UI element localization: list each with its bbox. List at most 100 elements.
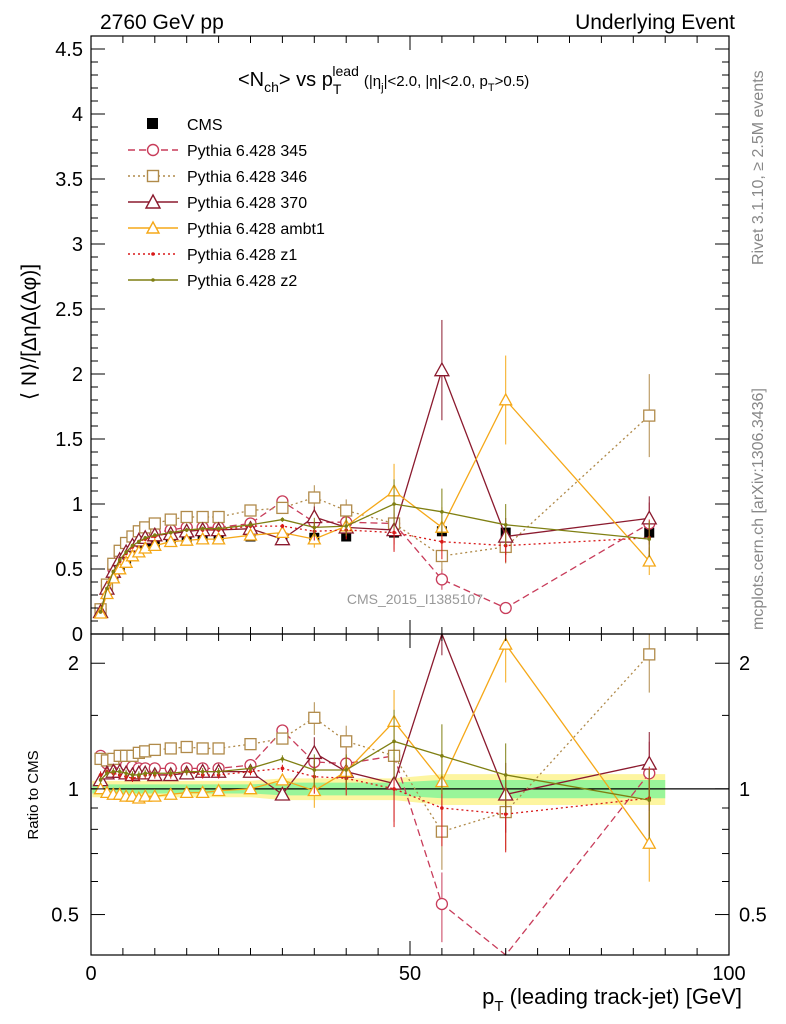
series-point-z2-main — [647, 537, 652, 541]
legend-marker-z1 — [151, 252, 155, 256]
series-point-z2-ratio — [105, 771, 109, 776]
ratio-y-tick-label: 0.5 — [51, 905, 79, 927]
series-point-z2-ratio — [312, 768, 317, 772]
series-point-z2-main — [216, 526, 221, 531]
title-cuts-sub: j — [380, 82, 383, 94]
series-point-z2-ratio — [184, 769, 189, 774]
header-right: Underlying Event — [575, 11, 735, 34]
series-point-z2-main — [143, 536, 148, 540]
series-point-z2-ratio — [216, 769, 221, 774]
series-point-z1-ratio — [503, 812, 508, 816]
series-point-p346-ratio — [276, 732, 289, 745]
series-point-ambt1-main — [211, 531, 226, 545]
main-y-tick-label: 1.5 — [55, 429, 83, 451]
legend-label-ambt1: Pythia 6.428 ambt1 — [187, 221, 325, 238]
series-point-p346-ratio — [196, 742, 209, 755]
series-point-ambt1-main — [163, 534, 178, 548]
series-point-z2-main — [344, 524, 349, 528]
legend-marker-p346 — [146, 169, 160, 183]
series-point-ambt1-main — [179, 533, 194, 546]
axis-ticks: 0 0.5 1 1.5 2 2.5 3 3.5 4 4.5 0 50 100 0.5 0.5 1 1 2 2 — [51, 36, 767, 985]
series-point-p346-main — [164, 513, 177, 526]
ratio-y-tick-label: 2 — [68, 653, 79, 675]
plot-title: <Nch> vs pTlead(|ηj|<2.0, |η|<2.0, pT>0.… — [238, 63, 529, 97]
x-label-sub: T — [494, 998, 503, 1015]
series-point-z2-ratio — [143, 771, 148, 776]
x-label-p: p — [482, 984, 494, 1009]
legend-marker-cms — [147, 118, 158, 129]
series-point-z2-ratio — [137, 773, 141, 777]
series-point-z2-main — [440, 510, 444, 514]
series-point-z2-ratio — [117, 769, 122, 774]
x-tick-label: 0 — [85, 963, 96, 985]
series-point-ambt1-ratio — [163, 787, 178, 800]
series-point-p346-ratio — [643, 648, 656, 661]
title-cuts: (|η — [364, 73, 381, 90]
series-point-p346-main — [308, 491, 321, 504]
series-point-z2-ratio — [248, 766, 253, 771]
series-point-z2-main — [98, 610, 103, 614]
series-point-ambt1-main — [118, 555, 134, 568]
series-point-z1-main — [503, 543, 508, 548]
main-y-tick-label: 2.5 — [55, 299, 83, 321]
series-point-p345-main — [499, 601, 512, 615]
series-point-p370-ratio — [274, 786, 291, 801]
series-point-z2-ratio — [153, 771, 157, 776]
series-point-z2-ratio — [280, 757, 285, 761]
series-point-z2-main — [503, 523, 508, 527]
series-point-p346-main — [180, 510, 193, 524]
series-point-ambt1-main — [243, 527, 258, 541]
series-point-z2-main — [153, 533, 157, 537]
series-point-p370-main — [433, 361, 451, 377]
legend-marker-z2 — [151, 278, 155, 282]
ratio-y-tick-label-right: 0.5 — [739, 905, 767, 927]
series-point-z2-main — [392, 502, 396, 506]
title-cuts-mid: |<2.0, |η|<2.0, p — [384, 73, 488, 90]
series-point-ambt1-ratio — [243, 781, 258, 795]
series-point-p346-main — [276, 501, 289, 515]
main-y-tick-label: 3 — [72, 234, 83, 256]
legend-label-p370: Pythia 6.428 370 — [187, 195, 307, 212]
series-point-ambt1-ratio — [642, 836, 657, 849]
x-tick-label: 50 — [399, 963, 421, 985]
series-point-z2-main — [280, 517, 285, 522]
series-point-p346-main — [643, 409, 656, 422]
series-point-ambt1-main — [498, 392, 513, 406]
title-quantity: <N — [238, 69, 264, 91]
series-point-z2-main — [184, 528, 189, 532]
title-p-sub: T — [333, 81, 342, 97]
ratio-panel-data — [92, 632, 658, 956]
series-point-ambt1-ratio — [498, 636, 513, 650]
series-point-p346-ratio — [180, 740, 193, 754]
series-point-z1-main — [440, 539, 444, 544]
series-point-ambt1-main — [112, 561, 127, 575]
series-point-z2-main — [137, 539, 141, 544]
series-point-ambt1-ratio — [147, 788, 162, 802]
main-y-tick-label: 1 — [72, 494, 83, 516]
legend-label-p345: Pythia 6.428 345 — [187, 143, 307, 160]
series-point-p346-ratio — [164, 742, 177, 755]
main-y-axis-label: ⟨ N⟩/[ΔηΔ(Δφ)] — [18, 264, 41, 400]
series-point-z2-ratio — [344, 768, 349, 772]
main-panel-data — [92, 319, 658, 619]
series-point-z1-ratio — [392, 787, 396, 791]
analysis-watermark: CMS_2015_I1385107 — [347, 591, 483, 607]
legend-label-z1: Pythia 6.428 z1 — [187, 247, 297, 264]
series-point-z2-main — [124, 550, 128, 554]
series-point-p346-main — [196, 510, 209, 524]
series-point-ambt1-ratio — [275, 772, 290, 786]
series-point-z2-ratio — [503, 773, 508, 777]
series-point-z2-main — [117, 558, 122, 562]
series-point-p346-ratio — [308, 711, 321, 724]
legend-marker-p370 — [144, 193, 162, 209]
series-point-ambt1-main — [275, 525, 290, 539]
series-point-z1-ratio — [280, 766, 285, 771]
series-point-p346-main — [244, 504, 257, 517]
series-point-z2-ratio — [168, 771, 173, 776]
series-point-z2-main — [130, 543, 135, 548]
x-axis-label: pT (leading track-jet) [GeV] — [482, 984, 742, 1015]
main-y-tick-label: 4.5 — [55, 39, 83, 61]
series-point-z2-ratio — [98, 778, 103, 782]
series-point-p345-main — [435, 573, 449, 586]
